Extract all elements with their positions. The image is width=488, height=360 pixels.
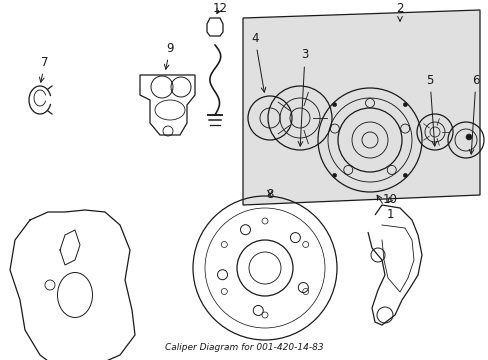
Text: 6: 6: [468, 73, 479, 154]
Text: 3: 3: [298, 49, 308, 146]
Text: 4: 4: [251, 31, 265, 92]
Text: 8: 8: [266, 189, 273, 202]
Circle shape: [332, 174, 336, 177]
Text: 10: 10: [382, 193, 397, 207]
Text: Caliper Diagram for 001-420-14-83: Caliper Diagram for 001-420-14-83: [164, 343, 323, 352]
Circle shape: [403, 103, 407, 107]
Circle shape: [465, 134, 471, 140]
Text: 11: 11: [0, 359, 1, 360]
Polygon shape: [243, 10, 479, 205]
Text: 1: 1: [376, 195, 393, 221]
Circle shape: [332, 103, 336, 107]
Text: 9: 9: [164, 41, 173, 69]
Text: 7: 7: [40, 55, 49, 82]
Circle shape: [403, 174, 407, 177]
Text: 12: 12: [212, 1, 227, 14]
Text: 2: 2: [395, 1, 403, 21]
Text: 5: 5: [426, 73, 436, 146]
